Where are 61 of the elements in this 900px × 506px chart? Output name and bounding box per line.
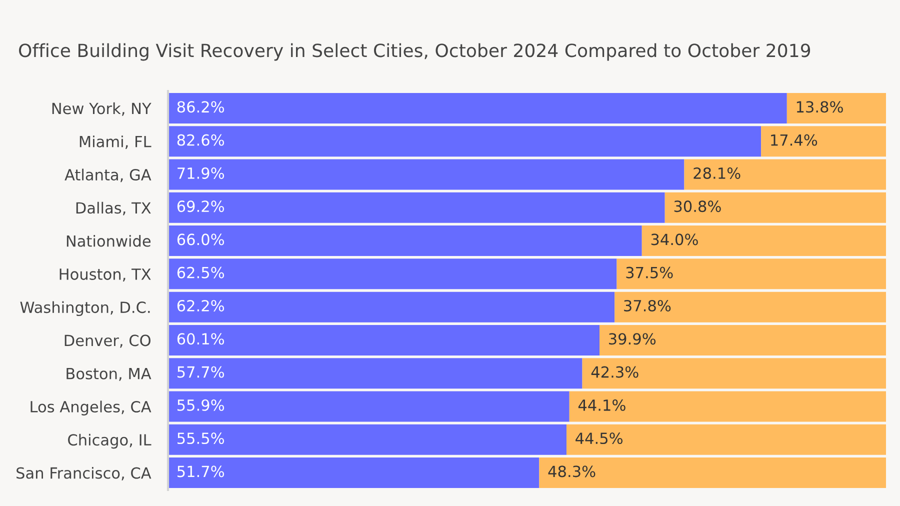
bar: [600, 324, 886, 356]
bar: [616, 258, 886, 290]
bar: [168, 292, 615, 322]
data-label: 44.5%: [576, 432, 623, 444]
y-tick-label: San Francisco, CA: [16, 466, 152, 480]
data-label: 51.7%: [178, 466, 224, 478]
data-label: 62.5%: [177, 266, 224, 278]
bar: [168, 92, 787, 124]
data-label: 82.6%: [177, 134, 224, 146]
data-label: 37.5%: [626, 266, 673, 278]
bar: [664, 192, 886, 223]
data-label: 39.9%: [609, 333, 656, 345]
data-label: 57.7%: [178, 366, 224, 378]
bar: [168, 324, 600, 356]
y-tick-label: New York, NY: [52, 102, 152, 116]
bar: [168, 391, 570, 422]
data-label: 30.8%: [674, 200, 721, 212]
bar: [582, 358, 886, 389]
data-label: 28.1%: [694, 167, 740, 179]
bar: [168, 192, 665, 223]
y-tick-label: Chicago, IL: [68, 434, 152, 449]
bar: [569, 391, 886, 422]
data-label: 69.2%: [177, 200, 224, 212]
bar: [168, 424, 566, 455]
bar: [168, 226, 642, 256]
bar: [614, 292, 886, 322]
y-tick-label: Denver, CO: [64, 334, 150, 348]
bar: [642, 226, 886, 256]
data-label: 17.4%: [771, 134, 818, 146]
bar: [168, 126, 762, 157]
bar: [168, 458, 540, 488]
data-label: 37.8%: [624, 300, 671, 312]
bar: [539, 458, 886, 488]
bar: [684, 159, 886, 190]
data-label: 55.5%: [178, 432, 224, 444]
y-tick-label: Los Angeles, CA: [30, 400, 152, 416]
data-label: 42.3%: [591, 366, 638, 378]
bar: [168, 159, 684, 190]
bar: [761, 126, 886, 157]
data-label: 48.3%: [548, 466, 596, 478]
bar: [786, 92, 886, 124]
bar: [168, 358, 582, 389]
y-tick-label: Atlanta, GA: [64, 168, 152, 182]
bar: [168, 258, 617, 290]
data-label: 66.0%: [177, 234, 224, 246]
data-label: 34.0%: [651, 234, 698, 246]
chart-title: Office Building Visit Recovery in Select Cities, October 2024 Compared to October 2019: [19, 43, 810, 61]
data-label: 62.2%: [177, 300, 224, 312]
data-label: 44.1%: [578, 399, 626, 411]
y-tick-label: Dallas, TX: [76, 202, 151, 216]
bar: [566, 424, 886, 455]
data-label: 71.9%: [178, 167, 224, 179]
data-label: 60.1%: [177, 333, 224, 345]
y-tick-label: Houston, TX: [60, 268, 151, 282]
y-tick-label: Washington, D.C.: [20, 301, 150, 316]
y-tick-label: Miami, FL: [80, 136, 152, 149]
data-label: 86.2%: [177, 101, 224, 113]
y-tick-label: Boston, MA: [66, 368, 152, 381]
y-tick-label: Nationwide: [66, 234, 151, 247]
data-label: 13.8%: [796, 101, 843, 113]
data-label: 55.9%: [178, 399, 224, 411]
